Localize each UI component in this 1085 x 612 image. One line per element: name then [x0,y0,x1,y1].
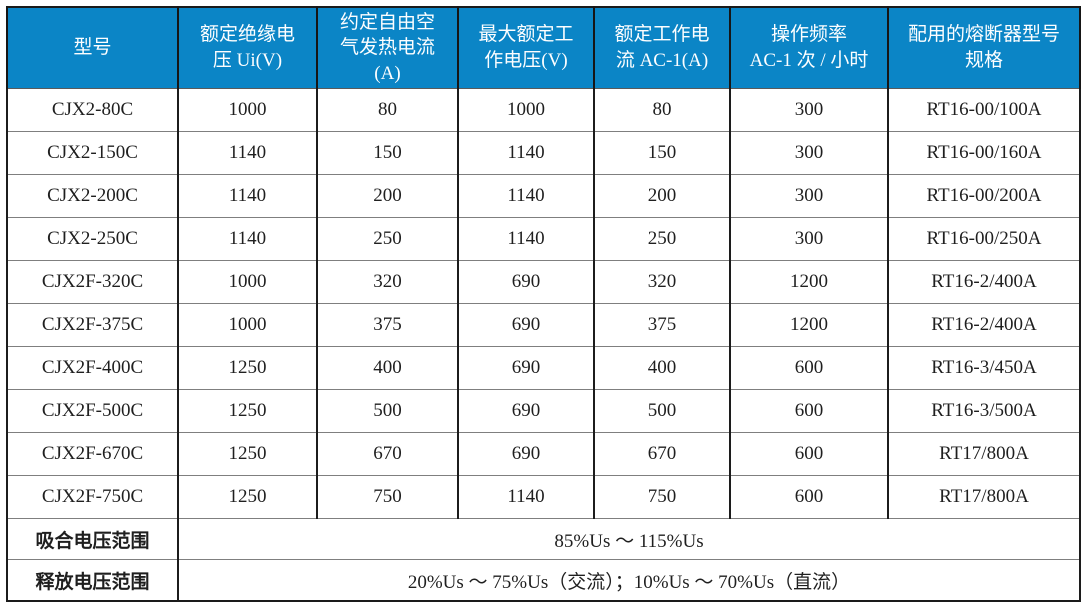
column-header-3: 最大额定工 作电压(V) [457,7,595,89]
table-cell: 80 [593,88,731,132]
table-cell: 750 [316,475,459,519]
table-cell: 320 [593,260,731,304]
table-cell: 1000 [177,260,318,304]
table-cell: 690 [457,346,595,390]
table-cell: 250 [316,217,459,261]
table-cell: 300 [729,131,889,175]
table-cell: 600 [729,432,889,476]
table-cell: 500 [593,389,731,433]
table-cell: 1140 [177,131,318,175]
table-cell: 300 [729,217,889,261]
table-cell: RT16-00/250A [887,217,1081,261]
table-cell: 690 [457,303,595,347]
table-cell: 600 [729,346,889,390]
table-cell: 1140 [457,174,595,218]
column-header-5: 操作频率 AC-1 次 / 小时 [729,7,889,89]
table-body: CJX2-80C 1000 80 1000 80 300 RT16-00/100A CJX2-… [6,88,1081,519]
table-cell: RT17/800A [887,475,1081,519]
table-cell: 1000 [177,303,318,347]
footer-row-label: 释放电压范围 [6,559,179,602]
table-cell: 80 [316,88,459,132]
table-cell: 400 [593,346,731,390]
table-cell: 1250 [177,346,318,390]
table-cell: 1200 [729,260,889,304]
table-cell: 400 [316,346,459,390]
table-cell: 150 [316,131,459,175]
footer-row: 释放电压范围 20%Us ～ 75%Us（交流）；10%Us ～ 70%Us（直流… [6,559,1081,602]
table-cell: 200 [316,174,459,218]
table-cell: 1140 [457,131,595,175]
table-row: CJX2F-400C 1250 400 690 400 600 RT16-3/450A [6,346,1081,390]
contactor-spec-table: 型号 额定绝缘电 压 Ui(V) 约定自由空 气发热电流 (A) 最大额定工 作电压(… [6,6,1081,602]
table-cell: RT17/800A [887,432,1081,476]
table-cell: RT16-2/400A [887,303,1081,347]
table-cell: 690 [457,389,595,433]
table-cell: 670 [593,432,731,476]
table-cell: 375 [316,303,459,347]
table-cell: 200 [593,174,731,218]
footer-row: 吸合电压范围 85%Us ～ 115%Us [6,518,1081,560]
table-row: CJX2-250C 1140 250 1140 250 300 RT16-00/250A [6,217,1081,261]
table-cell: 500 [316,389,459,433]
table-cell: 1140 [457,475,595,519]
table-cell: RT16-00/100A [887,88,1081,132]
column-header-2: 约定自由空 气发热电流 (A) [316,7,459,89]
model-cell: CJX2F-320C [6,260,179,304]
model-cell: CJX2-150C [6,131,179,175]
table-cell: 1000 [457,88,595,132]
footer-row-value: 20%Us ～ 75%Us（交流）；10%Us ～ 70%Us（直流） [177,559,1081,602]
table-row: CJX2-150C 1140 150 1140 150 300 RT16-00/160A [6,131,1081,175]
column-header-4: 额定工作电 流 AC-1(A) [593,7,731,89]
table-cell: 1200 [729,303,889,347]
table-row: CJX2F-320C 1000 320 690 320 1200 RT16-2/400A [6,260,1081,304]
model-cell: CJX2-80C [6,88,179,132]
table-cell: RT16-3/500A [887,389,1081,433]
header-row: 型号 额定绝缘电 压 Ui(V) 约定自由空 气发热电流 (A) 最大额定工 作电压(… [6,7,1081,89]
table-cell: 250 [593,217,731,261]
table-row: CJX2F-750C 1250 750 1140 750 600 RT17/800A [6,475,1081,519]
footer-row-value: 85%Us ～ 115%Us [177,518,1081,560]
model-cell: CJX2F-400C [6,346,179,390]
table-cell: 1250 [177,475,318,519]
footer-row-label: 吸合电压范围 [6,518,179,560]
table-cell: 690 [457,432,595,476]
table-cell: 670 [316,432,459,476]
table-cell: 300 [729,174,889,218]
table-row: CJX2F-670C 1250 670 690 670 600 RT17/800A [6,432,1081,476]
table-cell: 600 [729,475,889,519]
table-footer: 吸合电压范围 85%Us ～ 115%Us 释放电压范围 20%Us ～ 75%Us（… [6,518,1081,602]
table-row: CJX2-200C 1140 200 1140 200 300 RT16-00/200A [6,174,1081,218]
table-row: CJX2F-500C 1250 500 690 500 600 RT16-3/500A [6,389,1081,433]
table-cell: 375 [593,303,731,347]
model-cell: CJX2-200C [6,174,179,218]
table-row: CJX2F-375C 1000 375 690 375 1200 RT16-2/400A [6,303,1081,347]
model-cell: CJX2F-670C [6,432,179,476]
table-cell: RT16-00/200A [887,174,1081,218]
table-cell: 600 [729,389,889,433]
table-cell: 1250 [177,389,318,433]
model-cell: CJX2F-375C [6,303,179,347]
table-cell: 1140 [177,174,318,218]
table-cell: 1000 [177,88,318,132]
model-cell: CJX2F-500C [6,389,179,433]
table-cell: 300 [729,88,889,132]
table-cell: 150 [593,131,731,175]
table-cell: RT16-3/450A [887,346,1081,390]
table-cell: RT16-2/400A [887,260,1081,304]
column-header-0: 型号 [6,7,179,89]
table-cell: 1250 [177,432,318,476]
model-cell: CJX2-250C [6,217,179,261]
model-cell: CJX2F-750C [6,475,179,519]
table-cell: 1140 [457,217,595,261]
table-row: CJX2-80C 1000 80 1000 80 300 RT16-00/100A [6,88,1081,132]
column-header-1: 额定绝缘电 压 Ui(V) [177,7,318,89]
table-cell: 690 [457,260,595,304]
table-cell: 1140 [177,217,318,261]
column-header-6: 配用的熔断器型号 规格 [887,7,1081,89]
table-cell: RT16-00/160A [887,131,1081,175]
table-cell: 750 [593,475,731,519]
table-cell: 320 [316,260,459,304]
